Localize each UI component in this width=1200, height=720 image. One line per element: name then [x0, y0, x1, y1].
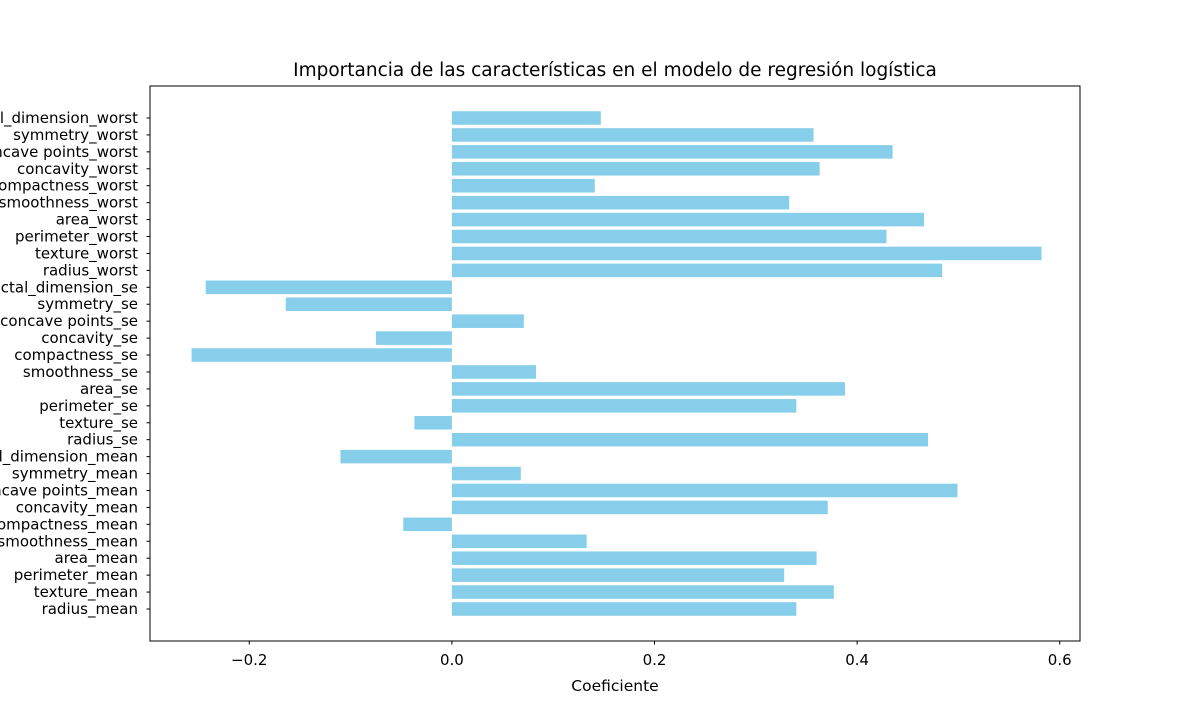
bar-smoothness-mean: [451, 534, 587, 549]
y-tick-labels: radius_meantexture_meanperimeter_meanare…: [0, 109, 150, 619]
bar-concave-points-se: [451, 314, 524, 328]
x-tick-label-1: 0.0: [440, 651, 464, 669]
bar-fractal-dimension-worst: [451, 111, 601, 125]
y-tick-label-texture-mean: texture_mean: [34, 583, 138, 602]
y-tick-label-perimeter-se: perimeter_se: [39, 397, 138, 416]
y-tick-label-smoothness-worst: smoothness_worst: [0, 194, 138, 213]
bar-area-worst: [451, 212, 924, 227]
y-tick-label-smoothness-mean: smoothness_mean: [0, 532, 138, 551]
x-ticks: −0.2 0.0 0.2 0.4 0.6: [231, 641, 1072, 669]
y-tick-label-radius-worst: radius_worst: [43, 261, 138, 280]
y-tick-label-texture-worst: texture_worst: [35, 244, 138, 263]
y-tick-label-symmetry-se: symmetry_se: [37, 295, 138, 314]
y-tick-label-compactness-worst: compactness_worst: [0, 177, 138, 196]
y-tick-label-concavity-worst: concavity_worst: [17, 160, 138, 179]
bar-perimeter-worst: [451, 229, 887, 244]
bar-perimeter-mean: [451, 568, 785, 582]
bar-radius-mean: [451, 602, 797, 616]
bar-compactness-mean: [403, 517, 452, 532]
bar-texture-mean: [451, 585, 834, 599]
bar-concavity-worst: [451, 162, 820, 176]
y-tick-label-radius-mean: radius_mean: [42, 600, 138, 619]
bar-perimeter-se: [451, 399, 797, 413]
bar-fractal-dimension-se: [205, 280, 452, 295]
y-tick-label-radius-se: radius_se: [67, 431, 138, 450]
y-tick-label-area-se: area_se: [80, 380, 138, 399]
bar-symmetry-worst: [451, 128, 814, 142]
bar-fractal-dimension-mean: [340, 449, 452, 464]
bar-texture-worst: [451, 246, 1042, 261]
y-tick-label-concave-points-se: concave points_se: [0, 312, 138, 331]
y-tick-label-fractal-dimension-worst: fractal_dimension_worst: [0, 109, 138, 128]
y-tick-label-concave-points-mean: concave points_mean: [0, 481, 138, 500]
y-tick-label-texture-se: texture_se: [59, 414, 138, 433]
y-tick-label-smoothness-se: smoothness_se: [23, 363, 138, 382]
bar-symmetry-mean: [451, 466, 521, 481]
plot-frame: [149, 85, 1081, 642]
y-tick-label-concave-points-worst: concave points_worst: [0, 143, 138, 162]
bar-concave-points-mean: [451, 483, 958, 498]
bar-compactness-worst: [451, 178, 595, 193]
bar-radius-worst: [451, 263, 943, 278]
y-tick-label-symmetry-mean: symmetry_mean: [12, 465, 138, 484]
bar-concavity-mean: [451, 500, 828, 515]
bar-concave-points-worst: [451, 145, 893, 159]
x-tick-label-2: 0.2: [643, 651, 667, 669]
y-tick-label-compactness-se: compactness_se: [14, 346, 138, 365]
chart-title: Importancia de las características en el…: [293, 60, 937, 81]
bar-texture-se: [414, 415, 452, 430]
bar-smoothness-se: [451, 365, 536, 379]
y-tick-label-symmetry-worst: symmetry_worst: [13, 126, 138, 145]
bars-group: [191, 111, 1042, 616]
x-tick-label-3: 0.4: [845, 651, 869, 669]
x-tick-label-4: 0.6: [1048, 651, 1072, 669]
y-tick-label-perimeter-worst: perimeter_worst: [15, 228, 138, 247]
x-tick-label-0: −0.2: [231, 651, 267, 669]
y-tick-label-fractal-dimension-se: fractal_dimension_se: [0, 278, 138, 297]
bar-symmetry-se: [285, 297, 452, 312]
y-tick-label-area-worst: area_worst: [56, 211, 138, 230]
y-tick-label-fractal-dimension-mean: fractal_dimension_mean: [0, 448, 138, 467]
y-tick-label-area-mean: area_mean: [55, 549, 139, 568]
x-axis-label: Coeficiente: [571, 677, 658, 695]
y-tick-label-concavity-se: concavity_se: [41, 329, 138, 348]
bar-area-se: [451, 382, 845, 396]
y-tick-label-perimeter-mean: perimeter_mean: [14, 566, 138, 585]
y-tick-label-compactness-mean: compactness_mean: [0, 515, 138, 534]
bar-smoothness-worst: [451, 195, 790, 210]
bar-radius-se: [451, 432, 929, 447]
bar-concavity-se: [375, 331, 452, 345]
bar-compactness-se: [191, 348, 452, 362]
y-tick-label-concavity-mean: concavity_mean: [16, 498, 138, 517]
bar-area-mean: [451, 551, 817, 565]
